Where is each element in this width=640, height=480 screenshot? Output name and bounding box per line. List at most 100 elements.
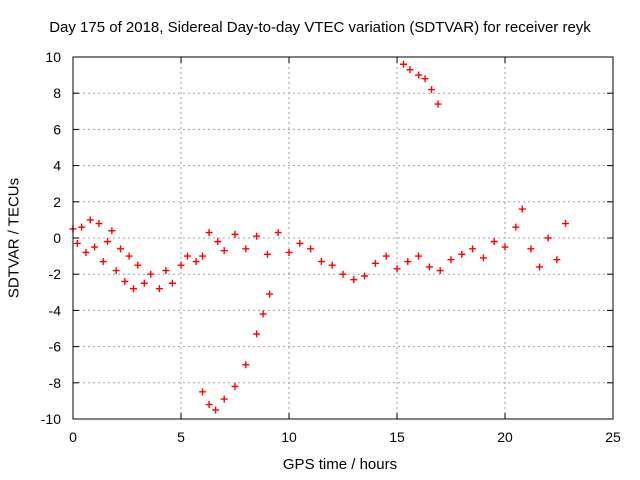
data-point-marker xyxy=(553,256,561,264)
x-tick-label: 20 xyxy=(497,429,513,445)
y-tick-label: 0 xyxy=(53,230,61,246)
data-point-marker xyxy=(434,100,442,108)
data-point-marker xyxy=(73,239,81,247)
data-point-marker xyxy=(104,238,112,246)
y-tick-label: 10 xyxy=(45,49,61,65)
data-point-marker xyxy=(155,285,163,293)
data-point-marker xyxy=(296,239,304,247)
y-axis-ticks: -10 -8 -6 -4 -2 0 2 4 6 8 10 xyxy=(41,49,613,427)
data-point-marker xyxy=(350,276,358,284)
data-point-marker xyxy=(259,310,267,318)
data-point-marker xyxy=(428,86,436,94)
data-point-marker xyxy=(285,248,293,256)
y-tick-label: -10 xyxy=(41,411,61,427)
y-tick-label: 4 xyxy=(53,158,61,174)
data-point-marker xyxy=(527,245,535,253)
data-point-marker xyxy=(415,71,423,79)
data-point-marker xyxy=(91,243,99,251)
x-tick-label: 10 xyxy=(281,429,297,445)
data-point-marker xyxy=(177,261,185,269)
data-point-marker xyxy=(436,267,444,275)
data-point-marker xyxy=(117,245,125,253)
grid-lines xyxy=(73,57,613,419)
data-point-marker xyxy=(479,254,487,262)
data-point-marker xyxy=(183,252,191,260)
data-point-marker xyxy=(205,401,213,409)
data-point-marker xyxy=(212,406,220,414)
data-point-marker xyxy=(205,229,213,237)
data-point-marker xyxy=(561,220,569,228)
data-point-marker xyxy=(399,60,407,68)
chart-title: Day 175 of 2018, Sidereal Day-to-day VTE… xyxy=(49,19,591,36)
y-tick-label: 2 xyxy=(53,194,61,210)
data-point-marker xyxy=(99,258,107,266)
y-tick-label: -2 xyxy=(49,266,62,282)
x-tick-label: 5 xyxy=(177,429,185,445)
x-tick-label: 25 xyxy=(605,429,621,445)
y-tick-label: -8 xyxy=(49,375,62,391)
data-point-marker xyxy=(263,250,271,258)
data-point-marker xyxy=(536,263,544,271)
data-point-marker xyxy=(112,267,120,275)
data-point-marker xyxy=(406,66,414,74)
data-point-marker xyxy=(78,223,86,231)
data-point-marker xyxy=(382,252,390,260)
y-tick-label: 6 xyxy=(53,121,61,137)
data-point-marker xyxy=(242,361,250,369)
x-axis-label: GPS time / hours xyxy=(282,456,398,473)
data-point-marker xyxy=(199,388,207,396)
data-point-marker xyxy=(253,330,261,338)
data-point-marker xyxy=(415,252,423,260)
data-point-marker xyxy=(129,285,137,293)
data-point-marker xyxy=(253,232,261,240)
data-point-marker xyxy=(140,279,148,287)
data-point-marker xyxy=(469,245,477,253)
x-tick-label: 0 xyxy=(69,429,77,445)
data-point-marker xyxy=(168,279,176,287)
data-point-marker xyxy=(421,75,429,83)
data-point-marker xyxy=(214,238,222,246)
x-axis-ticks: 0 5 10 15 20 25 xyxy=(69,57,621,445)
y-tick-label: -6 xyxy=(49,339,62,355)
series-reyk xyxy=(69,60,569,414)
data-point-marker xyxy=(82,248,90,256)
data-point-marker xyxy=(307,245,315,253)
data-point-marker xyxy=(192,258,200,266)
data-point-marker xyxy=(425,263,433,271)
data-point-marker xyxy=(231,382,239,390)
data-point-marker xyxy=(317,258,325,266)
y-tick-label: 8 xyxy=(53,85,61,101)
data-point-marker xyxy=(339,270,347,278)
y-tick-label: -4 xyxy=(49,302,62,318)
data-point-marker xyxy=(220,247,228,255)
data-point-marker xyxy=(447,256,455,264)
data-point-marker xyxy=(393,265,401,273)
data-point-marker xyxy=(95,220,103,228)
data-point-marker xyxy=(512,223,520,231)
data-point-marker xyxy=(162,267,170,275)
data-point-marker xyxy=(371,259,379,267)
data-point-marker xyxy=(518,205,526,213)
data-point-marker xyxy=(86,216,94,224)
data-point-marker xyxy=(231,230,239,238)
data-points xyxy=(69,60,569,414)
data-point-marker xyxy=(404,258,412,266)
data-point-marker xyxy=(361,272,369,280)
data-point-marker xyxy=(147,270,155,278)
data-point-marker xyxy=(458,250,466,258)
data-point-marker xyxy=(274,229,282,237)
data-point-marker xyxy=(328,261,336,269)
data-point-marker xyxy=(242,245,250,253)
data-point-marker xyxy=(501,243,509,251)
data-point-marker xyxy=(125,252,133,260)
data-point-marker xyxy=(544,234,552,242)
data-point-marker xyxy=(220,395,228,403)
data-point-marker xyxy=(121,277,129,285)
x-tick-label: 15 xyxy=(389,429,405,445)
data-point-marker xyxy=(199,252,207,260)
data-point-marker xyxy=(266,290,274,298)
data-point-marker xyxy=(134,261,142,269)
data-point-marker xyxy=(108,227,116,235)
data-point-marker xyxy=(490,238,498,246)
